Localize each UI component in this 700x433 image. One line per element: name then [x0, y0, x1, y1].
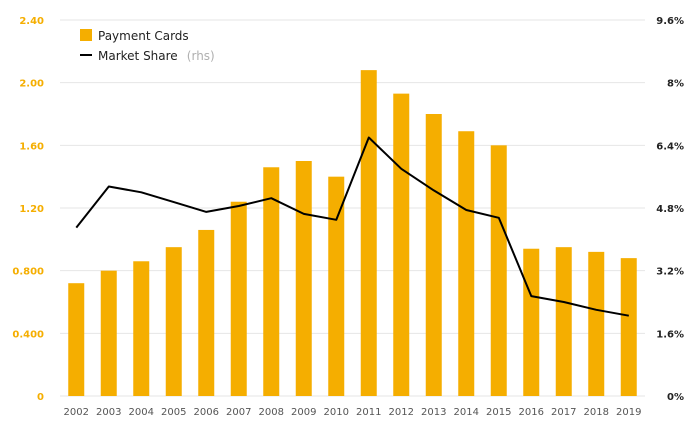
x-tick-label: 2019: [616, 407, 641, 418]
x-tick-label: 2015: [486, 407, 511, 418]
bar: [165, 247, 182, 396]
bar: [295, 161, 312, 396]
bar: [100, 270, 117, 396]
legend-line-text: Market Share (rhs): [98, 45, 215, 64]
right-tick-label: 4.8%: [656, 204, 684, 215]
right-tick-label: 1.6%: [656, 329, 684, 340]
right-tick-label: 6.4%: [656, 141, 684, 152]
x-tick-label: 2007: [226, 407, 251, 418]
left-tick-label: 0: [37, 392, 44, 403]
legend-bar-label: Payment Cards: [98, 29, 189, 43]
x-tick-label: 2003: [96, 407, 121, 418]
x-tick-label: 2009: [291, 407, 316, 418]
market-share-line: [75, 136, 629, 317]
x-tick-label: 2011: [356, 407, 381, 418]
x-axis-ticks: 2002 2003 2004 2005 2006 2007 2008 2009 2010 2011…: [64, 407, 642, 418]
bar: [198, 229, 215, 396]
left-tick-label: 0.800: [12, 267, 44, 278]
bar: [620, 258, 637, 396]
legend-line-label: Market Share: [98, 49, 178, 63]
bar: [68, 283, 85, 396]
bar: [230, 201, 247, 396]
legend: Payment Cards Market Share (rhs): [80, 29, 215, 64]
x-tick-label: 2005: [161, 407, 186, 418]
bar: [555, 247, 572, 396]
right-axis-ticks: 0% 1.6% 3.2% 4.8% 6.4% 8% 9.6%: [656, 16, 684, 403]
bars: [68, 70, 637, 396]
bar: [393, 93, 410, 396]
x-tick-label: 2006: [194, 407, 219, 418]
x-tick-label: 2012: [389, 407, 414, 418]
bar: [133, 261, 150, 396]
bar: [263, 167, 280, 396]
bar: [490, 145, 507, 396]
line-series: [75, 136, 629, 317]
left-tick-label: 2.00: [19, 79, 44, 90]
legend-line-note: (rhs): [187, 49, 215, 63]
x-tick-label: 2014: [454, 407, 479, 418]
right-tick-label: 3.2%: [656, 267, 684, 278]
x-tick-label: 2010: [324, 407, 349, 418]
right-tick-label: 9.6%: [656, 16, 684, 27]
bar: [458, 131, 475, 396]
x-tick-label: 2002: [64, 407, 89, 418]
x-tick-label: 2017: [551, 407, 576, 418]
left-axis-ticks: 0 0.400 0.800 1.20 1.60 2.00 2.40: [12, 16, 44, 403]
left-tick-label: 2.40: [19, 16, 44, 27]
gridlines: [60, 19, 645, 397]
bar: [588, 251, 605, 396]
x-tick-label: 2013: [421, 407, 446, 418]
x-tick-label: 2018: [584, 407, 609, 418]
x-tick-label: 2004: [129, 407, 154, 418]
bar: [425, 114, 442, 396]
bar: [328, 176, 345, 396]
x-tick-label: 2016: [519, 407, 544, 418]
bar: [360, 70, 377, 396]
legend-bar-swatch: [80, 29, 92, 41]
right-tick-label: 0%: [667, 392, 684, 403]
left-tick-label: 0.400: [12, 329, 44, 340]
x-tick-label: 2008: [259, 407, 284, 418]
bar: [523, 248, 540, 396]
right-tick-label: 8%: [667, 79, 684, 90]
left-tick-label: 1.60: [19, 141, 44, 152]
left-tick-label: 1.20: [19, 204, 44, 215]
